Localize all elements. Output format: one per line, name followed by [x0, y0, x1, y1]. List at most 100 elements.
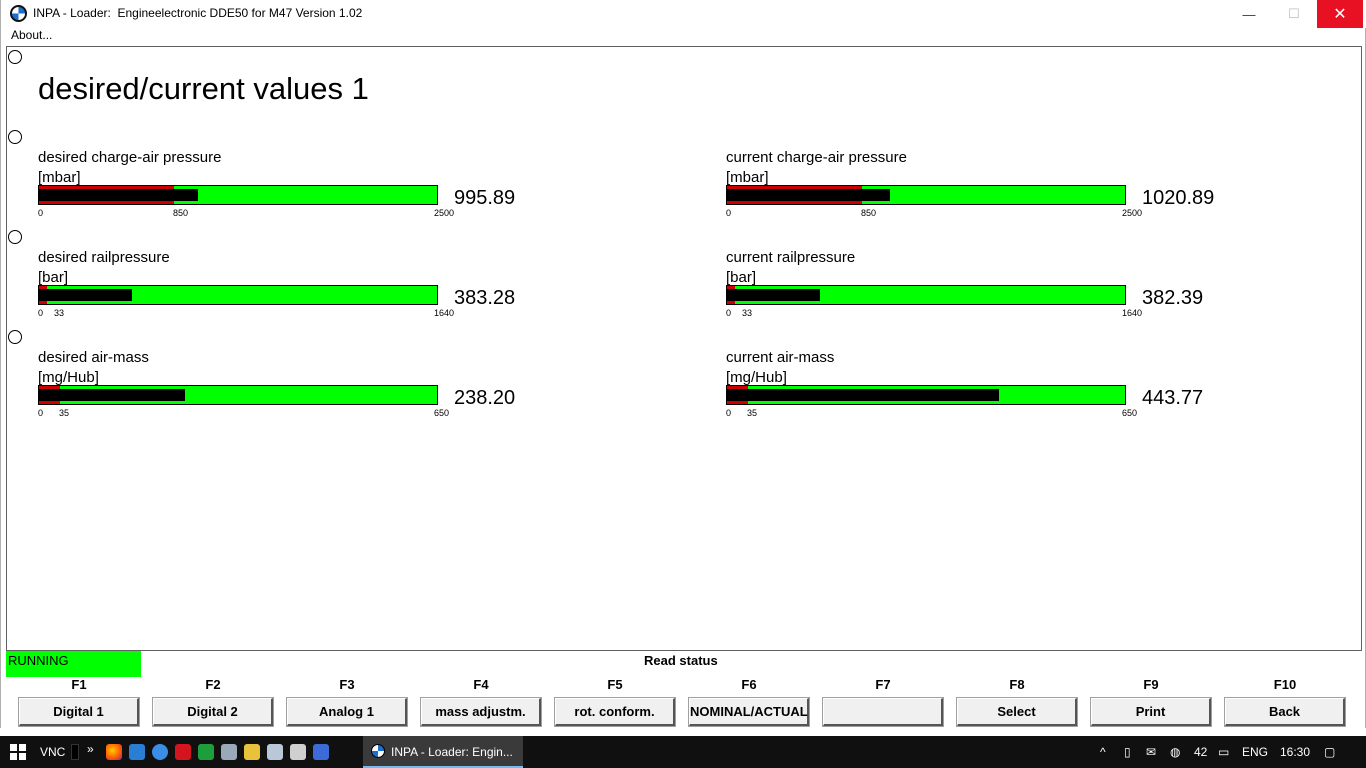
gauge-tick-mark: 35	[747, 408, 758, 418]
page-title: desired/current values 1	[38, 71, 369, 106]
f5-rot-conform-button[interactable]: rot. conform.	[555, 698, 675, 726]
bmw-logo-icon	[371, 744, 385, 758]
app-window: INPA - Loader: Engineelectronic DDE50 fo…	[0, 0, 1366, 728]
gauge-tick-min: 0	[38, 208, 44, 218]
gauge-desired-charge-air-pressure: desired charge-air pressure [mbar] 995.8…	[38, 149, 558, 229]
gauge-label: desired charge-air pressure	[38, 149, 222, 166]
clock[interactable]: 16:30	[1280, 745, 1311, 759]
status-text: Read status	[644, 653, 718, 668]
tray-number: 42	[1194, 745, 1208, 759]
gauge-value-bar	[727, 189, 890, 201]
gauge-bar	[726, 385, 1126, 405]
fkey-label-f3: F3	[339, 677, 355, 692]
gauge-current-railpressure: current railpressure [bar] 382.39 0 33 1…	[726, 249, 1246, 329]
gauge-unit: [bar]	[726, 269, 757, 286]
network-globe-icon[interactable]: ◍	[1170, 745, 1181, 759]
taskbar-active-window[interactable]: INPA - Loader: Engin...	[363, 736, 523, 768]
f3-analog-1-button[interactable]: Analog 1	[287, 698, 407, 726]
f2-digital-2-button[interactable]: Digital 2	[153, 698, 273, 726]
f6-nominal-actual-button[interactable]: NOMINAL/ACTUAL	[689, 698, 809, 726]
language-indicator[interactable]: ENG	[1242, 745, 1269, 759]
radio-button[interactable]	[8, 230, 22, 244]
gauge-tick-mark: 33	[742, 308, 753, 318]
gauge-label: desired air-mass	[38, 349, 149, 366]
radio-button[interactable]	[8, 330, 22, 344]
gauge-tick-max: 2500	[434, 208, 455, 218]
gauge-current-charge-air-pressure: current charge-air pressure [mbar] 1020.…	[726, 149, 1246, 229]
gauge-tick-max: 2500	[1122, 208, 1143, 218]
gauge-unit: [mg/Hub]	[726, 369, 787, 386]
gauge-value-bar	[39, 389, 185, 401]
gauge-bar	[38, 385, 438, 405]
mail-icon[interactable]: ✉	[1146, 745, 1157, 759]
usb-icon[interactable]: ▯	[1124, 745, 1131, 759]
gauge-value: 238.20	[454, 387, 516, 409]
gauge-value: 1020.89	[1142, 187, 1215, 209]
gauge-desired-railpressure: desired railpressure [bar] 383.28 0 33 1…	[38, 249, 558, 329]
firefox-icon[interactable]	[106, 744, 122, 760]
gauge-value-bar	[39, 189, 198, 201]
vnc-label[interactable]: VNC	[40, 745, 66, 759]
fkey-label-f6: F6	[741, 677, 757, 692]
gauge-tick-min: 0	[726, 408, 732, 418]
fkey-label-f5: F5	[607, 677, 623, 692]
gauge-tick-min: 0	[38, 408, 44, 418]
maximize-button[interactable]: ☐	[1288, 6, 1300, 21]
gauge-value-bar	[727, 389, 999, 401]
monitor-icon[interactable]	[221, 744, 237, 760]
f8-select-button[interactable]: Select	[957, 698, 1077, 726]
gauge-value: 995.89	[454, 187, 516, 209]
pen-icon[interactable]	[244, 744, 260, 760]
title-bar[interactable]: INPA - Loader: Engineelectronic DDE50 fo…	[1, 0, 1366, 28]
window-title: INPA - Loader: Engineelectronic DDE50 fo…	[33, 6, 363, 20]
gauge-tick-mark: 33	[54, 308, 65, 318]
fkey-label-f10: F10	[1273, 677, 1297, 692]
notification-icon[interactable]: ▢	[1324, 745, 1336, 759]
gauge-tick-max: 1640	[434, 308, 455, 318]
gauge-unit: [mg/Hub]	[38, 369, 99, 386]
close-button[interactable]: ✕	[1317, 0, 1363, 28]
gauge-bar	[726, 185, 1126, 205]
gauge-label: current charge-air pressure	[726, 149, 907, 166]
gauge-value-bar	[39, 289, 132, 301]
fkey-label-f2: F2	[205, 677, 221, 692]
f7-empty-button[interactable]	[823, 698, 943, 726]
browser-icon[interactable]	[152, 744, 168, 760]
menu-bar: About...	[1, 28, 1366, 46]
gauge-tick-max: 650	[1122, 408, 1138, 418]
f4-mass-adjustm-button[interactable]: mass adjustm.	[421, 698, 541, 726]
gauge-value: 443.77	[1142, 387, 1204, 409]
fkey-label-f7: F7	[875, 677, 891, 692]
toolbar-separator	[71, 744, 79, 760]
gauge-unit: [mbar]	[38, 169, 81, 186]
f1-digital-1-button[interactable]: Digital 1	[19, 698, 139, 726]
fkey-label-f9: F9	[1143, 677, 1159, 692]
gauge-label: current railpressure	[726, 249, 856, 266]
battery-icon[interactable]: ▭	[1218, 745, 1230, 759]
f9-print-button[interactable]: Print	[1091, 698, 1211, 726]
files-icon[interactable]	[267, 744, 283, 760]
running-indicator: RUNNING	[6, 651, 141, 677]
gauge-tick-mark: 850	[173, 208, 189, 218]
minimize-button[interactable]: —	[1242, 6, 1256, 22]
gauge-tick-max: 650	[434, 408, 450, 418]
bmw-logo-icon	[10, 5, 27, 22]
gauge-tick-mark: 850	[861, 208, 877, 218]
game-icon[interactable]	[198, 744, 214, 760]
fkey-label-f4: F4	[473, 677, 489, 692]
gauge-unit: [bar]	[38, 269, 69, 286]
windows-start-icon[interactable]	[10, 744, 26, 760]
floppy-icon[interactable]	[313, 744, 329, 760]
radio-button[interactable]	[8, 130, 22, 144]
menu-about[interactable]: About...	[11, 28, 53, 42]
tray-caret-icon[interactable]: ^	[1100, 745, 1106, 759]
radio-button[interactable]	[8, 50, 22, 64]
acrobat-icon[interactable]	[175, 744, 191, 760]
gauge-value-bar	[727, 289, 820, 301]
f10-back-button[interactable]: Back	[1225, 698, 1345, 726]
gauge-desired-air-mass: desired air-mass [mg/Hub] 238.20 0 35 65…	[38, 349, 558, 429]
calculator-icon[interactable]	[290, 744, 306, 760]
taskbar-overflow-chevron[interactable]: »	[87, 742, 94, 756]
gauge-value: 382.39	[1142, 287, 1204, 309]
app-icon[interactable]	[129, 744, 145, 760]
